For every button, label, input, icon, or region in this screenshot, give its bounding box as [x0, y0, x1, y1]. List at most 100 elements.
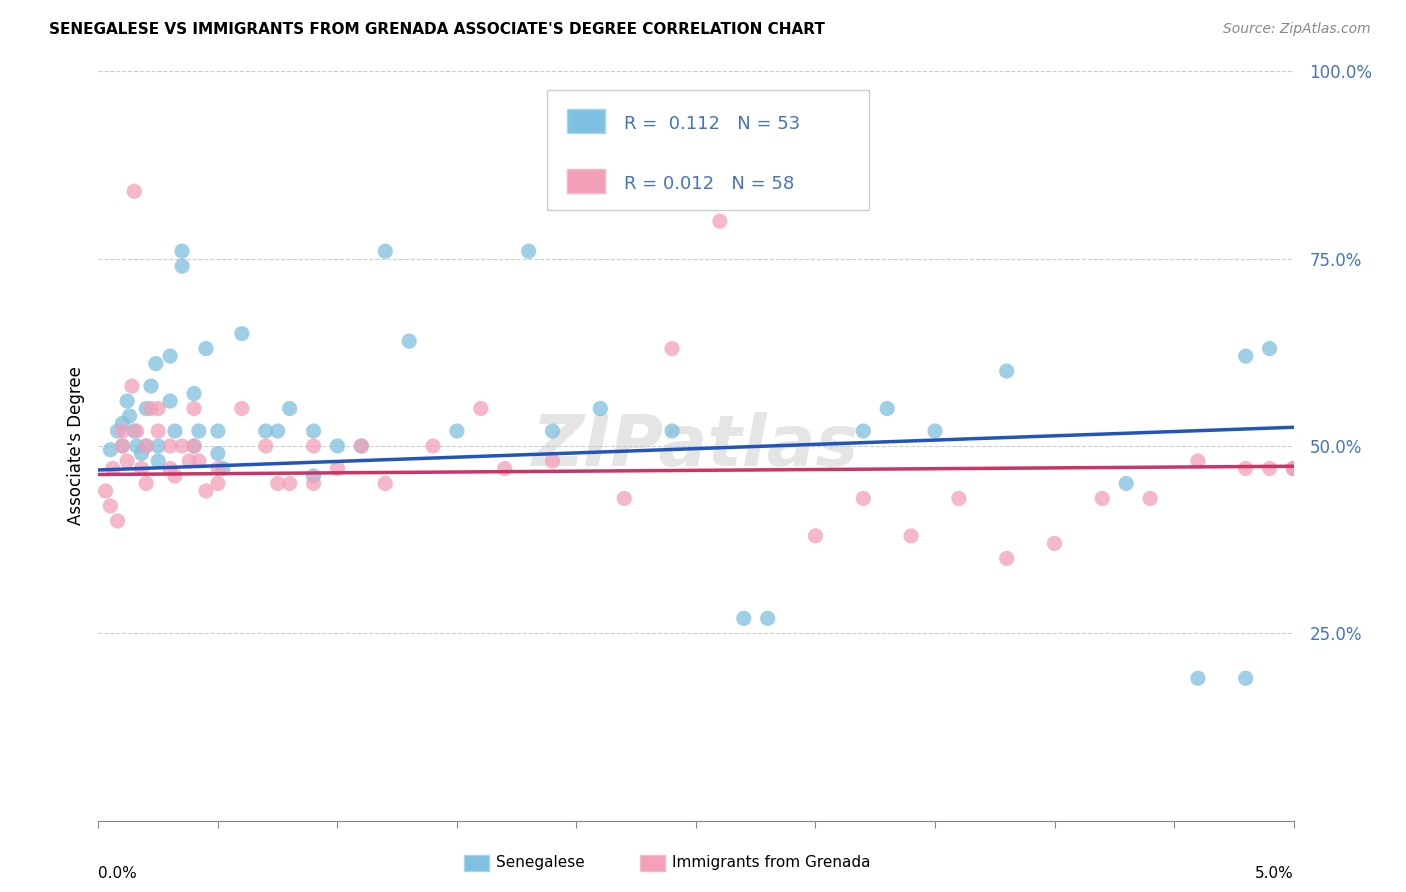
Text: 5.0%: 5.0% [1254, 865, 1294, 880]
Point [183, 439, 205, 453]
Point [131, 446, 153, 460]
Point [350, 439, 373, 453]
Point [494, 461, 516, 475]
Y-axis label: Associate's Degree: Associate's Degree [66, 367, 84, 525]
Point [1187, 454, 1209, 468]
Point [115, 394, 138, 409]
Point [231, 326, 253, 341]
Point [852, 491, 875, 506]
Point [211, 461, 233, 475]
Point [1115, 476, 1137, 491]
Point [1234, 349, 1257, 363]
Point [159, 394, 181, 409]
Point [183, 439, 205, 453]
Point [302, 476, 325, 491]
Point [163, 469, 186, 483]
Point [159, 349, 181, 363]
Point [131, 461, 153, 475]
Point [163, 424, 186, 438]
Point [541, 424, 564, 438]
Point [278, 401, 301, 416]
Point [254, 424, 277, 438]
Point [661, 424, 683, 438]
Point [254, 439, 277, 453]
Point [470, 401, 492, 416]
Point [118, 409, 141, 423]
Point [148, 424, 170, 438]
Point [374, 476, 396, 491]
Point [172, 244, 194, 259]
Point [115, 454, 138, 468]
Point [1282, 461, 1305, 475]
Text: SENEGALESE VS IMMIGRANTS FROM GRENADA ASSOCIATE'S DEGREE CORRELATION CHART: SENEGALESE VS IMMIGRANTS FROM GRENADA AS… [49, 22, 825, 37]
Point [148, 454, 170, 468]
Point [302, 469, 325, 483]
Point [125, 439, 148, 453]
Point [98, 499, 122, 513]
Point [135, 439, 157, 453]
Point [124, 184, 146, 198]
Point [948, 491, 970, 506]
Text: ZIPatlas: ZIPatlas [533, 411, 859, 481]
Point [111, 424, 134, 438]
Point [302, 439, 325, 453]
Point [139, 379, 162, 393]
Point [124, 424, 146, 438]
Point [145, 357, 167, 371]
Point [350, 439, 373, 453]
Point [111, 439, 134, 453]
Point [1043, 536, 1066, 550]
Point [661, 342, 683, 356]
Point [1282, 461, 1305, 475]
Point [179, 454, 201, 468]
Point [135, 401, 157, 416]
Point [326, 439, 349, 453]
Point [302, 424, 325, 438]
Point [121, 379, 143, 393]
Point [195, 342, 218, 356]
Point [1091, 491, 1114, 506]
Text: 0.0%: 0.0% [98, 865, 138, 880]
Point [159, 439, 181, 453]
Point [183, 386, 205, 401]
Point [207, 446, 229, 460]
Point [267, 476, 290, 491]
Point [1258, 461, 1281, 475]
Point [172, 439, 194, 453]
Point [172, 259, 194, 273]
Point [1234, 671, 1257, 685]
Point [125, 424, 148, 438]
Point [733, 611, 755, 625]
FancyBboxPatch shape [567, 169, 605, 193]
Point [517, 244, 540, 259]
Point [207, 461, 229, 475]
Point [195, 483, 218, 498]
Point [1282, 461, 1305, 475]
Text: R = 0.012   N = 58: R = 0.012 N = 58 [624, 175, 794, 193]
Point [207, 424, 229, 438]
Point [613, 491, 636, 506]
FancyBboxPatch shape [567, 109, 605, 133]
Point [1234, 461, 1257, 475]
Point [1187, 671, 1209, 685]
Point [374, 244, 396, 259]
Text: Immigrants from Grenada: Immigrants from Grenada [672, 855, 870, 870]
Point [107, 514, 129, 528]
Point [995, 551, 1018, 566]
Point [804, 529, 827, 543]
Point [148, 401, 170, 416]
Point [446, 424, 468, 438]
Point [541, 454, 564, 468]
Text: Source: ZipAtlas.com: Source: ZipAtlas.com [1223, 22, 1371, 37]
Point [267, 424, 290, 438]
Point [924, 424, 946, 438]
Point [398, 334, 420, 348]
Point [187, 424, 209, 438]
Point [183, 401, 205, 416]
Point [111, 417, 134, 431]
Point [101, 461, 124, 475]
Point [852, 424, 875, 438]
Point [207, 476, 229, 491]
Text: Senegalese: Senegalese [496, 855, 585, 870]
Point [1139, 491, 1161, 506]
